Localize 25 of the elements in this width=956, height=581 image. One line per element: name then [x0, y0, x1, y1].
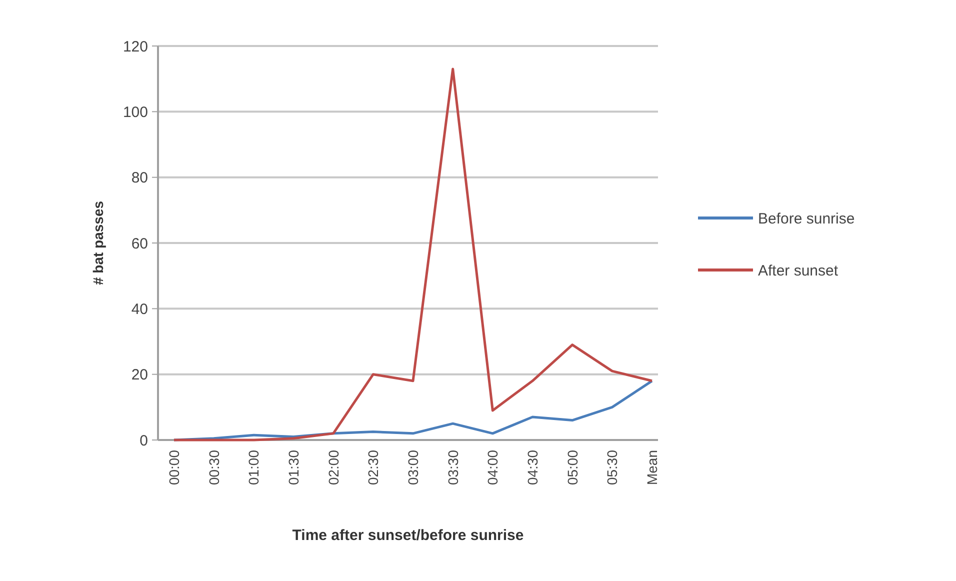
line-series: [172, 68, 654, 442]
y-tick-label: 0: [140, 432, 148, 450]
y-tick-label: 120: [122, 38, 148, 56]
x-tick-label: Mean: [644, 450, 660, 486]
y-tick-label: 60: [131, 235, 148, 252]
x-tick-label: 03:30: [444, 450, 461, 486]
x-tick-label: 01:30: [286, 450, 302, 486]
x-tick-label: 04:30: [524, 450, 540, 486]
x-tick-label: 00:30: [206, 450, 222, 486]
x-tick-label: 05:30: [604, 450, 620, 486]
x-tick-label: 03:00: [405, 450, 421, 486]
y-tick-label: 20: [131, 366, 148, 384]
y-tick-label: 100: [122, 104, 148, 121]
y-axis-title: # bat passes: [90, 200, 106, 286]
legend-label: Before sunrise: [758, 210, 855, 228]
x-tick-label: 04:00: [484, 450, 501, 486]
x-tick-label: 02:00: [325, 450, 342, 486]
x-tick-label: 05:00: [564, 450, 580, 486]
x-tick-label: 00:00: [166, 450, 182, 486]
x-axis-title: Time after sunset/before sunrise: [292, 527, 524, 544]
x-tick-label: 02:30: [365, 450, 382, 486]
x-tick-label: 01:00: [246, 450, 262, 486]
legend-label: After sunset: [758, 262, 839, 280]
y-tick-label: 40: [131, 300, 148, 318]
y-tick-label: 80: [131, 170, 148, 187]
